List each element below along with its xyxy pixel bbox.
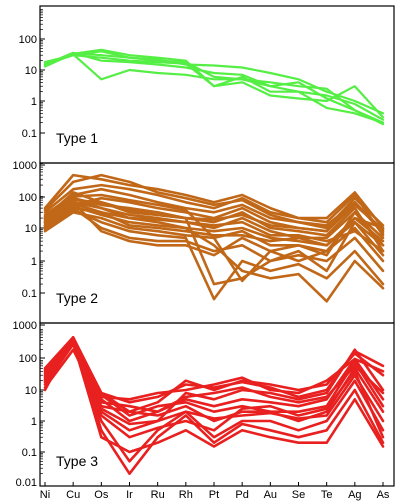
y-tick-label: 0.1: [22, 128, 37, 140]
series-line-9: [43, 208, 385, 301]
series-line-6: [43, 187, 385, 230]
series-line-5: [43, 48, 385, 119]
series-line-4: [43, 342, 385, 463]
x-tick-label-ni: Ni: [40, 489, 50, 501]
series-line-9: [43, 338, 385, 414]
y-tick-label: 100: [19, 34, 37, 46]
series-group: [43, 335, 385, 476]
x-tick-label-te: Te: [321, 489, 333, 501]
series-line-6: [43, 340, 385, 454]
series-line-10: [43, 205, 385, 303]
y-tick-label: 1: [31, 256, 37, 268]
series-line-8: [43, 339, 385, 401]
y-tick-label: 100: [19, 353, 37, 365]
series-line-13: [43, 173, 385, 230]
series-line-10: [43, 336, 385, 417]
panel-2: 1000 100 10 1 0.1 Type 2: [13, 160, 395, 324]
series-line-14: [43, 173, 385, 235]
series-line-2: [43, 51, 385, 115]
series-line-12: [43, 193, 385, 283]
series-line-8: [43, 206, 385, 273]
x-tick-label-au: Au: [264, 489, 277, 501]
series-line-11: [43, 341, 385, 426]
panel-1: 100 10 1 0.1 Type 1: [19, 5, 395, 164]
panel-label: Type 2: [56, 290, 98, 306]
series-group: [43, 48, 385, 126]
y-tick-label: 10: [25, 65, 37, 77]
x-axis-ticks: Ni Cu Os Ir Ru Rh Pt Pd Au Se Te Ag As: [40, 482, 390, 501]
y-tick-label: 0.01: [16, 477, 37, 489]
series-line-3: [43, 337, 385, 432]
y-tick-label: 10: [25, 385, 37, 397]
y-tick-label: 1: [31, 416, 37, 428]
series-line-16: [43, 196, 385, 253]
x-tick-label-os: Os: [94, 489, 109, 501]
series-line-6: [43, 51, 385, 126]
x-tick-label-cu: Cu: [66, 489, 80, 501]
series-line-13: [43, 338, 385, 439]
y-tick-label: 0.1: [22, 447, 37, 459]
series-line-1: [43, 50, 385, 124]
series-line-15: [43, 201, 385, 257]
series-line-3: [43, 53, 385, 121]
series-line-18: [43, 191, 385, 233]
x-tick-label-as: As: [377, 489, 390, 501]
x-tick-label-ir: Ir: [126, 489, 133, 501]
panel-frame: [39, 322, 395, 487]
y-tick-label: 0.1: [22, 288, 37, 300]
panel-label: Type 1: [56, 130, 98, 146]
x-tick-label-pd: Pd: [235, 489, 248, 501]
series-line-5: [43, 335, 385, 476]
x-tick-label-pt: Pt: [209, 489, 219, 501]
x-tick-label-rh: Rh: [179, 489, 193, 501]
y-tick-label: 10: [25, 223, 37, 235]
series-line-17: [43, 202, 385, 257]
series-line-3: [43, 196, 385, 253]
y-tick-label: 1000: [13, 320, 37, 332]
x-tick-label-ag: Ag: [348, 489, 361, 501]
x-tick-label-ru: Ru: [151, 489, 165, 501]
x-tick-label-se: Se: [292, 489, 305, 501]
y-tick-label: 100: [19, 192, 37, 204]
panel-label: Type 3: [56, 453, 98, 469]
series-line-7: [43, 183, 385, 237]
series-group: [43, 173, 385, 303]
y-tick-label: 1000: [13, 160, 37, 172]
panel-3: 1000 100 10 1 0.1 0.01 Type 3: [13, 320, 395, 489]
y-tick-label: 1: [31, 96, 37, 108]
series-line-12: [43, 337, 385, 404]
